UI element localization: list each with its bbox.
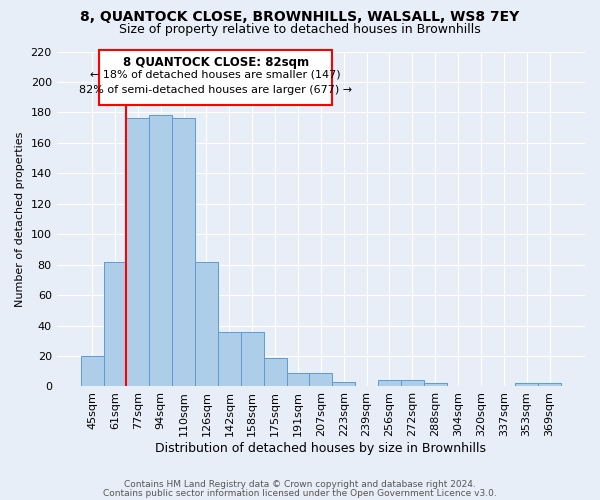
- Bar: [515, 384, 538, 386]
- Bar: [218, 332, 241, 386]
- Text: Contains HM Land Registry data © Crown copyright and database right 2024.: Contains HM Land Registry data © Crown c…: [124, 480, 476, 489]
- Text: 8, QUANTOCK CLOSE, BROWNHILLS, WALSALL, WS8 7EY: 8, QUANTOCK CLOSE, BROWNHILLS, WALSALL, …: [80, 10, 520, 24]
- Bar: [401, 380, 424, 386]
- Bar: [127, 118, 149, 386]
- FancyBboxPatch shape: [99, 50, 332, 105]
- Y-axis label: Number of detached properties: Number of detached properties: [15, 132, 25, 306]
- Bar: [195, 262, 218, 386]
- Bar: [538, 384, 561, 386]
- Bar: [332, 382, 355, 386]
- Text: Size of property relative to detached houses in Brownhills: Size of property relative to detached ho…: [119, 22, 481, 36]
- Bar: [149, 116, 172, 386]
- Bar: [104, 262, 127, 386]
- Bar: [263, 358, 287, 386]
- Bar: [241, 332, 263, 386]
- Bar: [287, 373, 310, 386]
- Text: 82% of semi-detached houses are larger (677) →: 82% of semi-detached houses are larger (…: [79, 85, 352, 95]
- Bar: [80, 356, 104, 386]
- Bar: [172, 118, 195, 386]
- Bar: [424, 384, 446, 386]
- X-axis label: Distribution of detached houses by size in Brownhills: Distribution of detached houses by size …: [155, 442, 487, 455]
- Text: Contains public sector information licensed under the Open Government Licence v3: Contains public sector information licen…: [103, 488, 497, 498]
- Bar: [378, 380, 401, 386]
- Text: ← 18% of detached houses are smaller (147): ← 18% of detached houses are smaller (14…: [91, 70, 341, 80]
- Bar: [310, 373, 332, 386]
- Text: 8 QUANTOCK CLOSE: 82sqm: 8 QUANTOCK CLOSE: 82sqm: [122, 56, 308, 69]
